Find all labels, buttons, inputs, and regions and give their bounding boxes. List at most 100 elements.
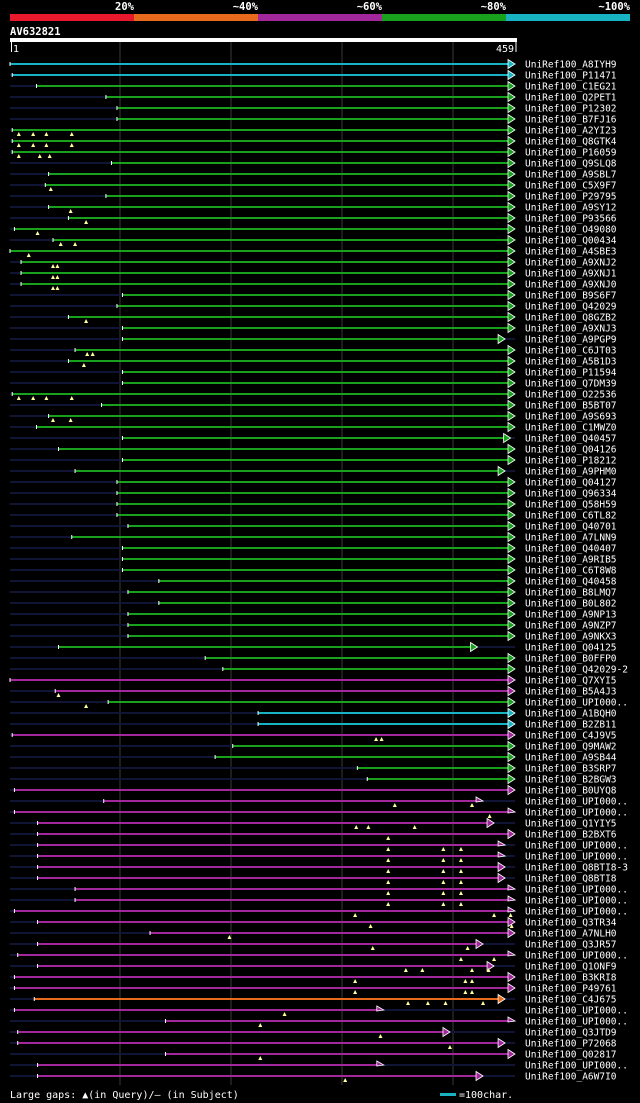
hit-arrow [507, 520, 516, 532]
hit-arrow [507, 355, 516, 367]
hit-arrow [507, 685, 516, 697]
hit-row: UniRef100_A2YI23 [10, 124, 617, 137]
gap-marker [447, 1045, 452, 1049]
hit-arrow [507, 135, 516, 147]
hit-row: UniRef100_Q40407 [10, 542, 617, 555]
hit-label: UniRef100_Q3JTD9 [525, 1028, 617, 1039]
hit-row: UniRef100_Q40458 [10, 575, 617, 588]
gap-marker [84, 319, 89, 323]
axis-end-label: 459 [496, 44, 514, 55]
gap-marker [386, 891, 391, 895]
hit-label: UniRef100_Q8BTI8-3 [525, 863, 628, 874]
legend-swatch-0 [10, 14, 134, 21]
hit-row: UniRef100_Q3JR57 [10, 938, 617, 951]
hit-label: UniRef100_UPI000.. [525, 852, 628, 863]
legend-label-4: ~100% [598, 1, 630, 13]
gap-marker [458, 957, 463, 961]
hit-label: UniRef100_Q40407 [525, 544, 617, 555]
gap-marker [492, 913, 497, 917]
hit-arrow [507, 674, 516, 686]
gap-marker [379, 737, 384, 741]
legend-swatch-1 [134, 14, 258, 21]
hit-arrow [507, 927, 516, 939]
hit-arrow [507, 421, 516, 433]
hit-row: UniRef100_A9NP13 [10, 608, 617, 621]
hit-label: UniRef100_B5BT07 [525, 401, 617, 412]
hit-arrow [507, 509, 516, 521]
hit-label: UniRef100_Q40701 [525, 522, 617, 533]
hit-label: UniRef100_A9S693 [525, 412, 617, 423]
hit-row: UniRef100_A9XNJ3 [10, 322, 617, 335]
hit-arrow [475, 1070, 484, 1082]
hit-arrow [507, 58, 516, 70]
hit-row: UniRef100_Q40701 [10, 520, 617, 533]
hit-label: UniRef100_P93566 [525, 214, 617, 225]
hit-label: UniRef100_O22536 [525, 390, 617, 401]
gap-marker [258, 1056, 263, 1060]
hit-arrow [507, 608, 516, 620]
hit-row: UniRef100_A5B1D3 [10, 355, 617, 368]
hit-label: UniRef100_Q40457 [525, 434, 617, 445]
hit-label: UniRef100_UPI000.. [525, 797, 628, 808]
hit-arrow [507, 564, 516, 576]
hit-label: UniRef100_A6W7I0 [525, 1072, 617, 1083]
gap-marker [458, 858, 463, 862]
gap-marker [55, 264, 60, 268]
hit-label: UniRef100_A9NZP7 [525, 621, 617, 632]
hit-label: UniRef100_C6JT03 [525, 346, 617, 357]
gap-marker [31, 132, 36, 136]
hit-arrow [376, 1005, 385, 1012]
hit-arrow [507, 443, 516, 455]
gap-marker [68, 418, 73, 422]
gap-marker [48, 187, 53, 191]
hit-arrow [507, 344, 516, 356]
gap-marker [370, 946, 375, 950]
gap-marker [31, 143, 36, 147]
gap-marker [16, 143, 21, 147]
hit-arrow [507, 80, 516, 92]
hit-label: UniRef100_C1EG21 [525, 82, 617, 93]
hit-label: UniRef100_Q04127 [525, 478, 617, 489]
hit-row: UniRef100_Q8GTK4 [10, 135, 617, 148]
hit-row: UniRef100_B0L802 [10, 597, 617, 610]
hit-row: UniRef100_Q02817 [10, 1048, 617, 1061]
gap-marker [509, 924, 514, 928]
gap-marker [443, 1001, 448, 1005]
hit-row: UniRef100_Q42029 [10, 300, 617, 313]
hit-label: UniRef100_Q8GTK4 [525, 137, 617, 148]
hit-label: UniRef100_A9XNJ3 [525, 324, 617, 335]
hit-row: UniRef100_UPI000.. [10, 807, 628, 819]
gap-marker [368, 924, 373, 928]
hit-arrow [486, 817, 495, 829]
hit-label: UniRef100_Q7DM39 [525, 379, 617, 390]
hit-row: UniRef100_UPI000.. [10, 1060, 628, 1072]
hit-label: UniRef100_C4J9V5 [525, 731, 617, 742]
gap-marker [69, 396, 74, 400]
legend-label-3: ~80% [481, 1, 507, 13]
legend-label-0: 20% [115, 1, 135, 13]
hit-row: UniRef100_A6W7I0 [10, 1070, 617, 1083]
hit-arrow [507, 740, 516, 752]
hit-row: UniRef100_C4J675 [10, 993, 617, 1006]
hit-row: UniRef100_UPI000.. [10, 851, 628, 863]
hit-arrow [497, 465, 506, 477]
hit-label: UniRef100_A9SB44 [525, 753, 617, 764]
hit-row: UniRef100_A9XNJ0 [10, 278, 617, 291]
hit-arrow [507, 223, 516, 235]
hit-label: UniRef100_A9PGP9 [525, 335, 617, 346]
hit-row: UniRef100_UPI000.. [10, 884, 628, 896]
hit-arrow [507, 256, 516, 268]
gap-marker [441, 891, 446, 895]
gap-marker [492, 957, 497, 961]
hit-row: UniRef100_B2ZB11 [10, 718, 617, 731]
gap-marker [487, 814, 492, 818]
hit-label: UniRef100_A5B1D3 [525, 357, 617, 368]
hit-arrow [507, 884, 517, 891]
hit-label: UniRef100_Q96334 [525, 489, 617, 500]
hit-row: UniRef100_A9PHM0 [10, 465, 617, 478]
hit-row: UniRef100_Q42029-2 [10, 663, 628, 676]
hit-label: UniRef100_Q2PET1 [525, 93, 617, 104]
hit-label: UniRef100_O49080 [525, 225, 617, 236]
hit-arrow [507, 916, 516, 928]
gap-marker [51, 264, 56, 268]
